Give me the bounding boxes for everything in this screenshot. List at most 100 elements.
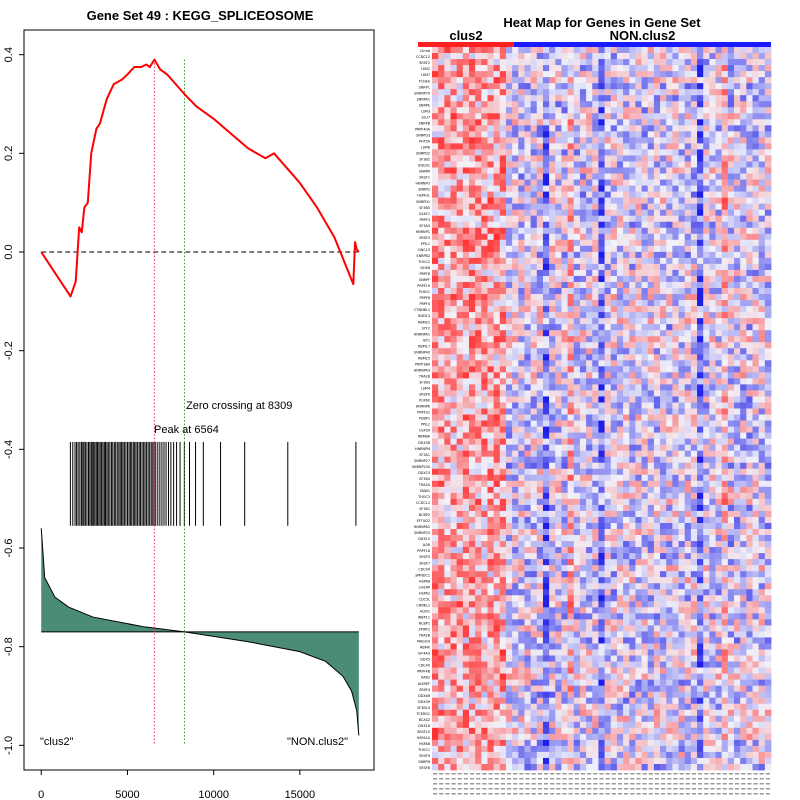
heatmap-cell (518, 565, 525, 572)
heatmap-cell (764, 215, 772, 223)
heatmap-cell (734, 59, 741, 66)
heatmap-cell (647, 167, 655, 174)
heatmap-cell (598, 53, 605, 60)
heatmap-cell (462, 390, 470, 397)
heatmap-cell (438, 571, 445, 578)
heatmap-cell (573, 119, 581, 126)
heatmap-cell (752, 167, 760, 174)
heatmap-cell (647, 275, 655, 283)
heatmap-cell (579, 113, 587, 120)
heatmap-cell (573, 89, 581, 96)
heatmap-cell (690, 227, 698, 235)
heatmap-cell (610, 444, 618, 452)
heatmap-cell (444, 408, 451, 415)
heatmap-cell (746, 516, 753, 524)
heatmap-cell (598, 251, 605, 259)
heatmap-cell (536, 233, 544, 241)
heatmap-cell (542, 378, 550, 385)
heatmap-cell (530, 263, 538, 271)
heatmap-cell (623, 300, 630, 307)
heatmap-cell (475, 113, 482, 120)
heatmap-cell (561, 77, 568, 84)
heatmap-cell (709, 498, 716, 506)
heatmap-cell (629, 209, 636, 217)
heatmap-cell (456, 125, 464, 132)
heatmap-cell (505, 263, 513, 271)
heatmap-cell (758, 492, 766, 500)
heatmap-cell (703, 155, 710, 162)
heatmap-cell (586, 492, 593, 500)
heatmap-cell (573, 47, 581, 54)
heatmap-cell (672, 215, 679, 223)
heatmap-cell (647, 161, 655, 168)
heatmap-cell (536, 360, 544, 367)
heatmap-cell (468, 535, 476, 542)
heatmap-cell (721, 95, 729, 102)
heatmap-cell (592, 468, 599, 476)
heatmap-cell (524, 324, 532, 331)
heatmap-cell (524, 559, 532, 566)
heatmap-cell (616, 173, 624, 180)
heatmap-cell (727, 306, 735, 313)
heatmap-cell (635, 71, 642, 78)
heatmap-cell (734, 565, 741, 572)
heatmap-cell (660, 366, 667, 373)
heatmap-cell (629, 366, 636, 373)
heatmap-cell (721, 65, 729, 72)
heatmap-cell (555, 59, 562, 66)
enrichment-plot-title: Gene Set 49 : KEGG_SPLICEOSOME (87, 8, 314, 23)
heatmap-cell (598, 408, 605, 415)
heatmap-cell (579, 336, 587, 343)
heatmap-cell (592, 197, 599, 205)
heatmap-cell (487, 504, 495, 512)
heatmap-cell (635, 179, 642, 186)
heatmap-cell (709, 360, 716, 367)
heatmap-cell (518, 438, 525, 446)
heatmap-cell (524, 294, 532, 301)
heatmap-cell (499, 77, 507, 84)
heatmap-cell (678, 167, 686, 174)
heatmap-cell (450, 522, 458, 530)
heatmap-cell (444, 161, 451, 168)
heatmap-cell (555, 149, 562, 156)
heatmap-cell (475, 185, 482, 193)
heatmap-cell (536, 167, 544, 174)
heatmap-cell (518, 197, 525, 205)
heatmap-cell (549, 510, 556, 518)
heatmap-cell (586, 462, 593, 470)
heatmap-cell (481, 137, 488, 144)
heatmap-cell (727, 149, 735, 156)
heatmap-cell (641, 432, 649, 440)
heatmap-cell (734, 275, 741, 283)
heatmap-cell (592, 59, 599, 66)
heatmap-cell (740, 402, 747, 409)
heatmap-cell (672, 456, 679, 464)
heatmap-cell (610, 191, 618, 199)
heatmap-cell (579, 402, 587, 409)
heatmap-cell (579, 318, 587, 325)
heatmap-cell (567, 402, 575, 409)
heatmap-cell (623, 402, 630, 409)
heatmap-cell (678, 522, 686, 530)
heatmap-cell (623, 354, 630, 361)
heatmap-cell (536, 541, 544, 548)
heatmap-cell (623, 414, 630, 421)
heatmap-cell (549, 89, 556, 96)
heatmap-cell (610, 83, 618, 90)
heatmap-cell (647, 565, 655, 572)
heatmap-cell (678, 420, 686, 427)
heatmap-cell (758, 167, 766, 174)
heatmap-cell (684, 516, 692, 524)
heatmap-cell (647, 522, 655, 530)
heatmap-cell (567, 306, 575, 313)
heatmap-cell (703, 438, 710, 446)
heatmap-cell (752, 342, 760, 349)
heatmap-cell (598, 330, 605, 337)
heatmap-cell (697, 324, 704, 331)
heatmap-cell (487, 318, 495, 325)
heatmap-cell (524, 522, 532, 530)
heatmap-cell (604, 384, 612, 391)
heatmap-cell (641, 522, 649, 530)
heatmap-cell (456, 203, 464, 211)
heatmap-cell (524, 288, 532, 295)
